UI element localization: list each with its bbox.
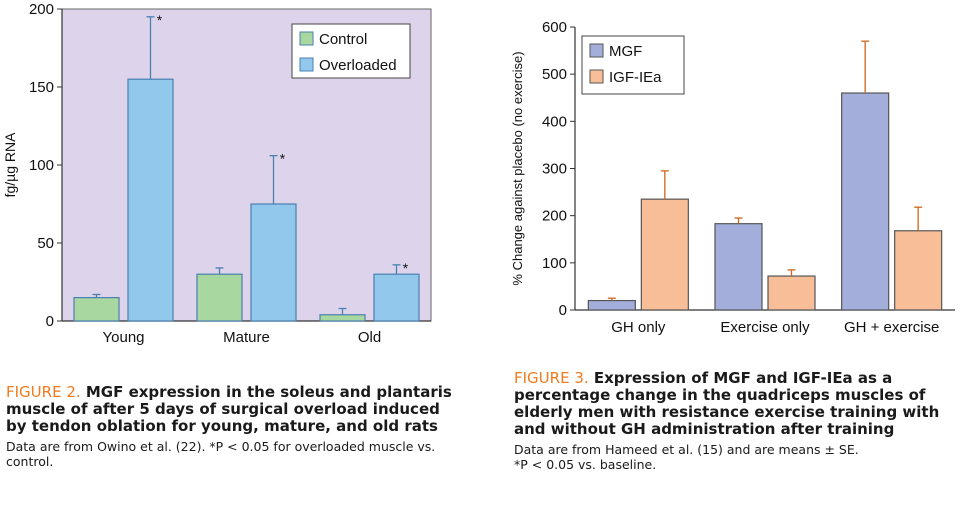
significance-asterisk: * — [280, 151, 286, 167]
figure2-caption: FIGURE 2. MGF expression in the soleus a… — [6, 384, 456, 470]
y-axis-label: % Change against placebo (no exercise) — [510, 51, 525, 285]
bar-mgf — [841, 92, 890, 311]
figure2-label: FIGURE 2. — [6, 383, 81, 401]
x-tick-label: GH + exercise — [844, 319, 939, 336]
figure2-note: Data are from Owino et al. (22). *P < 0.… — [6, 439, 436, 469]
bar-overloaded — [250, 203, 297, 322]
figure2-title-block: FIGURE 2. MGF expression in the soleus a… — [6, 384, 456, 435]
figure3-note-line1: Data are from Hameed et al. (15) and are… — [514, 442, 859, 457]
bar-control — [196, 273, 243, 322]
legend-swatch — [299, 31, 314, 46]
legend-label: Overloaded — [319, 57, 397, 74]
y-tick-label: 150 — [29, 79, 54, 96]
figure2-note-block: Data are from Owino et al. (22). *P < 0.… — [6, 439, 456, 469]
x-tick-label: Old — [358, 329, 381, 346]
legend-label: IGF-IEa — [609, 69, 662, 86]
figure3-note-block: Data are from Hameed et al. (15) and are… — [514, 442, 954, 472]
legend-label: Control — [319, 31, 367, 48]
legend-label: MGF — [609, 43, 642, 60]
figure3-note-line2: *P < 0.05 vs. baseline. — [514, 457, 657, 472]
y-tick-label: 100 — [29, 157, 54, 174]
y-tick-label: 100 — [542, 255, 567, 272]
legend-swatch — [589, 69, 604, 84]
significance-asterisk: * — [403, 260, 409, 276]
bar-mgf — [587, 299, 636, 311]
bar-overloaded — [373, 273, 420, 322]
bar-overloaded — [127, 78, 174, 322]
y-tick-label: 500 — [542, 66, 567, 83]
legend-swatch — [299, 57, 314, 72]
y-tick-label: 300 — [542, 161, 567, 178]
significance-asterisk: * — [157, 12, 163, 28]
bar-control — [319, 314, 366, 322]
x-tick-label: Young — [103, 329, 145, 346]
y-tick-label: 0 — [46, 313, 54, 330]
y-tick-label: 400 — [542, 113, 567, 130]
y-axis-label: fg/µg RNA — [2, 132, 18, 198]
x-tick-label: Mature — [223, 329, 270, 346]
y-tick-label: 50 — [37, 235, 54, 252]
y-tick-label: 0 — [559, 302, 567, 319]
y-tick-label: 200 — [542, 208, 567, 225]
bar-igf-iea — [894, 230, 943, 311]
bar-igf-iea — [767, 275, 816, 311]
x-tick-label: Exercise only — [720, 319, 810, 336]
figure3-caption: FIGURE 3. Expression of MGF and IGF-IEa … — [514, 370, 954, 473]
figure3-title-block: FIGURE 3. Expression of MGF and IGF-IEa … — [514, 370, 954, 438]
figure3-chart: 0 100 200 300 400 500 600 % Change against plac… — [510, 19, 955, 336]
y-tick-label: 600 — [542, 19, 567, 36]
bar-control — [73, 297, 120, 322]
figure3-title: Expression of MGF and IGF-IEa as a perce… — [514, 369, 940, 438]
bar-igf-iea — [640, 198, 689, 311]
x-tick-label: GH only — [611, 319, 666, 336]
figure2-title: MGF expression in the soleus and plantar… — [6, 383, 452, 435]
bar-mgf — [714, 223, 763, 311]
y-tick-label: 200 — [29, 1, 54, 18]
figure2-chart: 0 50 100 150 200 fg/µg RNA * Young * Mature * Old Co… — [2, 1, 432, 346]
figure3-label: FIGURE 3. — [514, 369, 589, 387]
legend-swatch — [589, 43, 604, 58]
